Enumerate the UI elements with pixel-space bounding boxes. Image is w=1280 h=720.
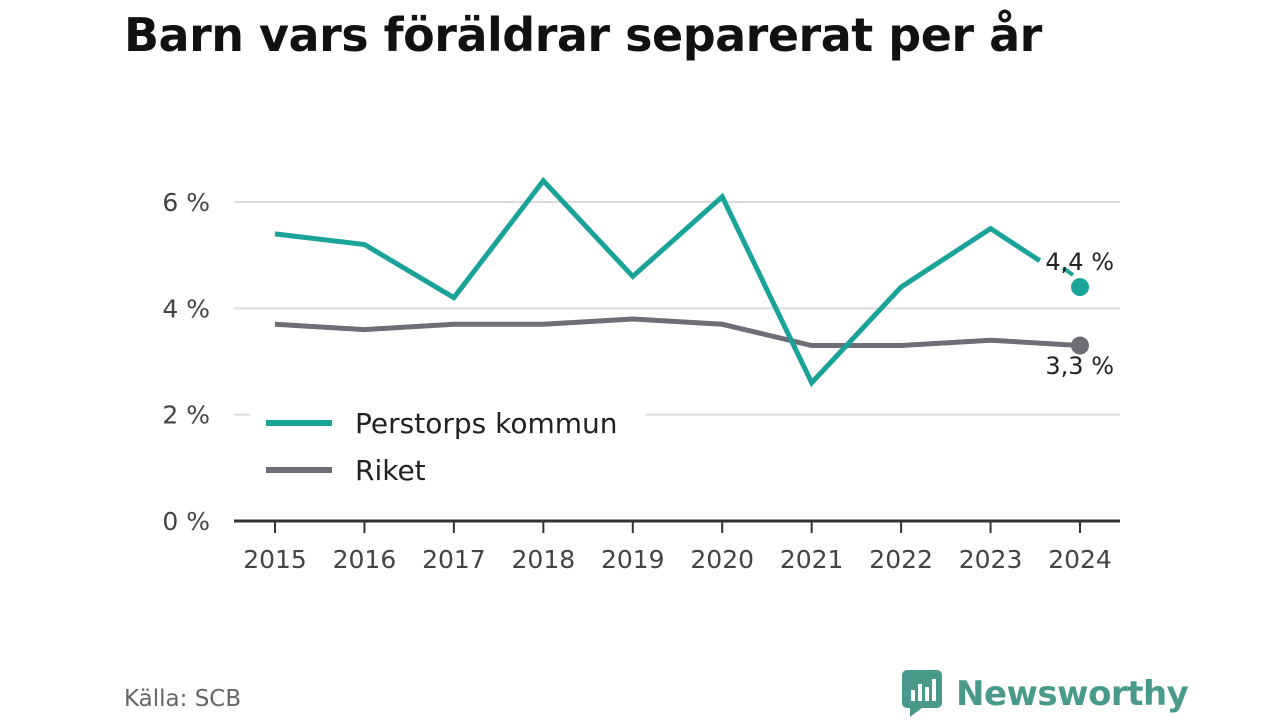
- end-label-connector: [1061, 266, 1075, 277]
- newsworthy-logo-icon: [902, 670, 942, 717]
- brand-logo: Newsworthy: [902, 670, 1189, 718]
- y-tick-label: 2 %: [162, 401, 210, 430]
- series-line-riket: [274, 316, 1081, 349]
- x-tick-label: 2018: [512, 545, 576, 574]
- brand-name: Newsworthy: [956, 674, 1189, 714]
- y-tick-label: 6 %: [162, 188, 210, 217]
- x-tick-label: 2016: [333, 545, 397, 574]
- x-tick-label: 2021: [780, 545, 844, 574]
- end-point-marker: [1071, 336, 1089, 355]
- x-tick-label: 2017: [422, 545, 486, 574]
- legend-box: [250, 398, 645, 498]
- chart-title: Barn vars föräldrar separerat per år: [124, 8, 1042, 62]
- x-tick-label: 2019: [601, 545, 665, 574]
- end-value-label: 3,3 %: [1045, 352, 1114, 380]
- y-tick-label: 4 %: [162, 294, 210, 323]
- x-tick-label: 2020: [690, 545, 754, 574]
- y-tick-label: 0 %: [162, 507, 210, 536]
- end-value-label: 4,4 %: [1045, 248, 1114, 276]
- end-point-marker: [1071, 278, 1089, 297]
- series-line-perstorp: [274, 176, 1042, 388]
- legend-label: Perstorps kommun: [355, 407, 618, 440]
- source-note: Källa: SCB: [124, 686, 242, 712]
- x-tick-label: 2015: [243, 545, 307, 574]
- x-tick-label: 2023: [959, 545, 1023, 574]
- x-tick-label: 2022: [869, 545, 933, 574]
- legend-label: Riket: [355, 454, 426, 487]
- x-tick-label: 2024: [1048, 545, 1112, 574]
